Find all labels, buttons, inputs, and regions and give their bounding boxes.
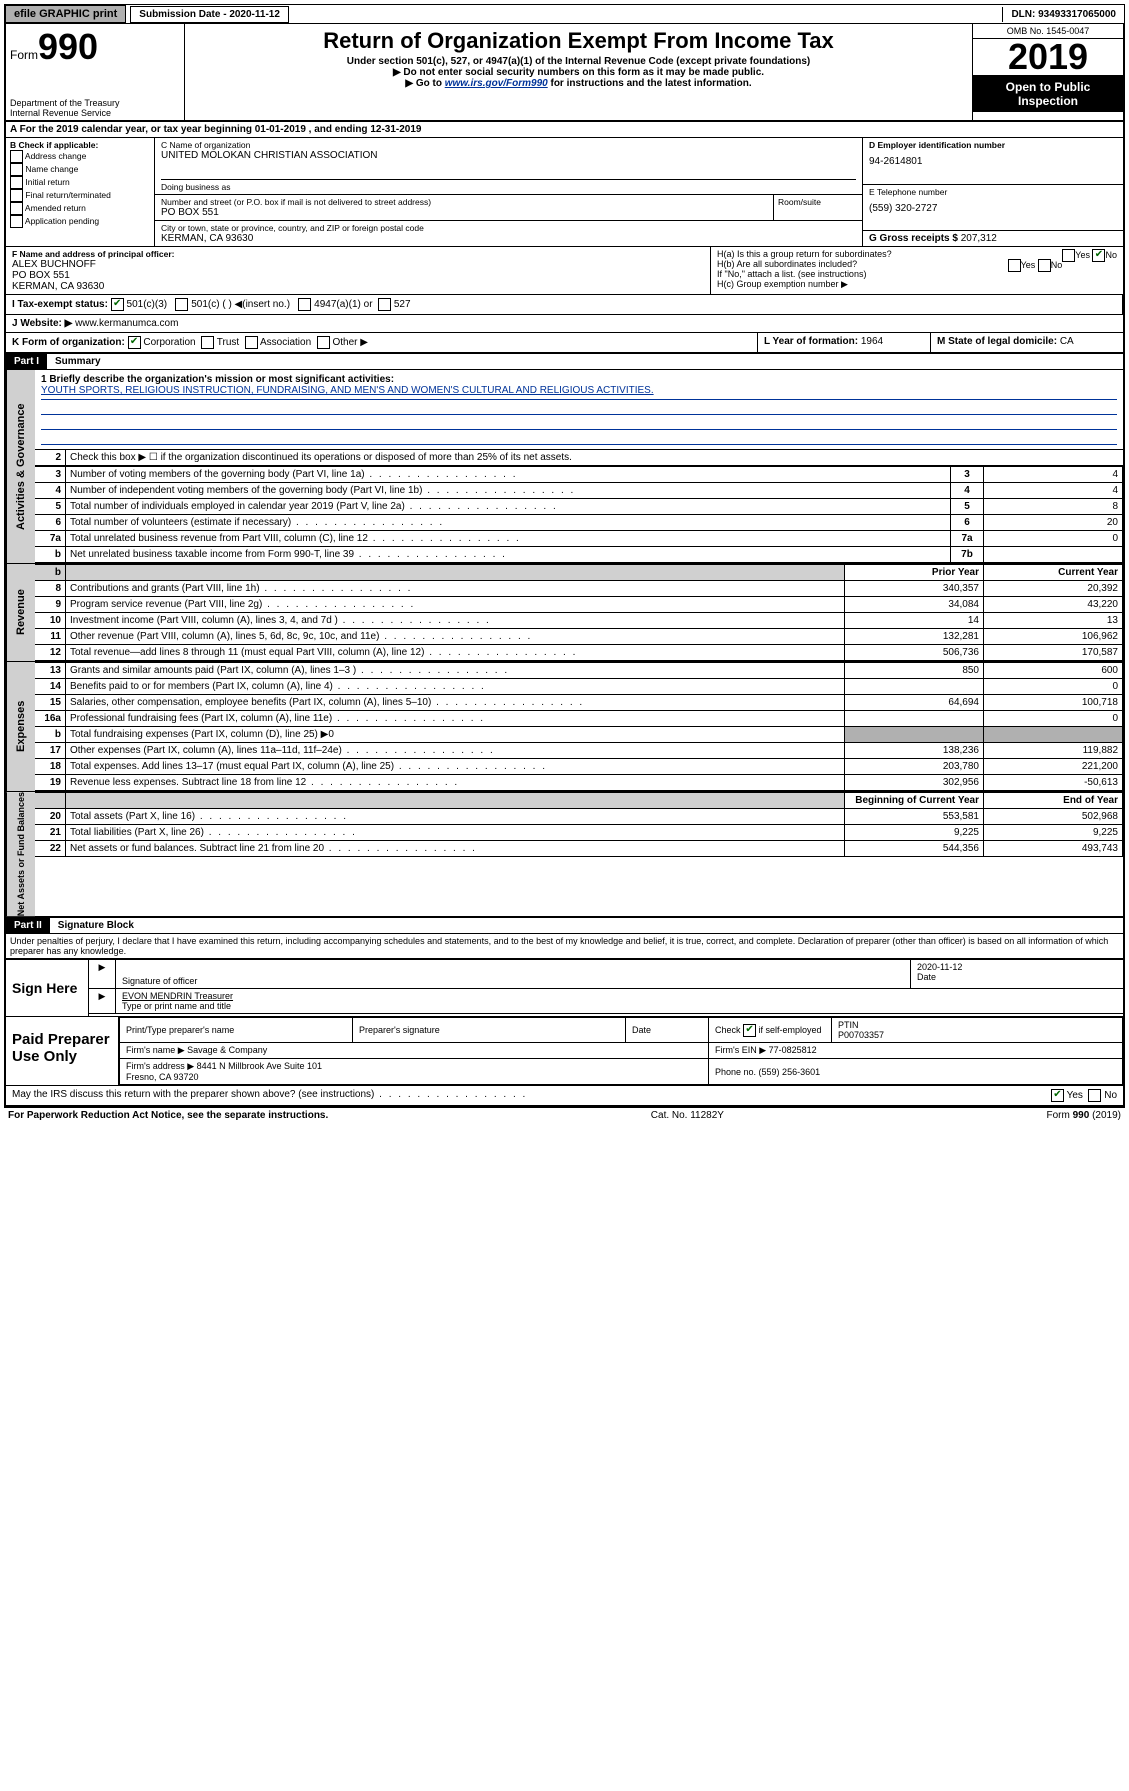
page-footer: For Paperwork Reduction Act Notice, see … bbox=[4, 1107, 1125, 1123]
officer-city: KERMAN, CA 93630 bbox=[12, 281, 704, 292]
print-name-label: Type or print name and title bbox=[122, 1001, 1117, 1011]
expenses-table: 13Grants and similar amounts paid (Part … bbox=[35, 662, 1123, 791]
sig-date-label: Date bbox=[917, 972, 1117, 982]
side-governance: Activities & Governance bbox=[6, 370, 35, 563]
revenue-table: b Prior Year Current Year 8Contributions… bbox=[35, 564, 1123, 661]
org-city: KERMAN, CA 93630 bbox=[161, 233, 856, 244]
tel-label: E Telephone number bbox=[869, 187, 1117, 197]
officer-print-name: EVON MENDRIN Treasurer bbox=[122, 991, 1117, 1001]
top-bar: efile GRAPHIC print Submission Date - 20… bbox=[4, 4, 1125, 24]
org-name: UNITED MOLOKAN CHRISTIAN ASSOCIATION bbox=[161, 150, 856, 161]
part1-header: Part I Summary bbox=[6, 354, 1123, 370]
subtitle-2: ▶ Do not enter social security numbers o… bbox=[191, 67, 966, 78]
tax-year: 2019 bbox=[973, 39, 1123, 76]
501c3-checkbox[interactable] bbox=[111, 298, 124, 311]
org-address: PO BOX 551 bbox=[161, 207, 767, 218]
final-return-checkbox[interactable] bbox=[10, 189, 23, 202]
part2-header: Part II Signature Block bbox=[6, 916, 1123, 934]
firm-ein: 77-0825812 bbox=[769, 1045, 817, 1055]
side-expenses: Expenses bbox=[6, 662, 35, 791]
subtitle-1: Under section 501(c), 527, or 4947(a)(1)… bbox=[191, 56, 966, 67]
org-name-label: C Name of organization bbox=[161, 140, 856, 150]
officer-label: F Name and address of principal officer: bbox=[12, 249, 704, 259]
h-b: H(b) Are all subordinates included? Yes … bbox=[717, 259, 1117, 269]
name-change-checkbox[interactable] bbox=[10, 163, 23, 176]
form-title: Return of Organization Exempt From Incom… bbox=[191, 28, 966, 54]
firm-name: Savage & Company bbox=[187, 1045, 267, 1055]
arrow-icon: ▶ bbox=[89, 989, 116, 1013]
firm-phone: (559) 256-3601 bbox=[759, 1067, 821, 1077]
year-formation: L Year of formation: 1964 bbox=[758, 333, 931, 352]
officer-name: ALEX BUCHNOFF bbox=[12, 259, 704, 270]
q1-label: 1 Briefly describe the organization's mi… bbox=[41, 374, 1117, 385]
netassets-table: Beginning of Current Year End of Year 20… bbox=[35, 792, 1123, 857]
h-a: H(a) Is this a group return for subordin… bbox=[717, 249, 1117, 259]
dba-label: Doing business as bbox=[161, 179, 856, 192]
preparer-table: Print/Type preparer's name Preparer's si… bbox=[119, 1017, 1123, 1085]
efile-button[interactable]: efile GRAPHIC print bbox=[5, 5, 126, 23]
dln: DLN: 93493317065000 bbox=[1002, 7, 1124, 22]
subtitle-3: ▶ Go to www.irs.gov/Form990 for instruct… bbox=[191, 78, 966, 89]
arrow-icon: ▶ bbox=[89, 960, 116, 988]
website-link[interactable]: www.kermanumca.com bbox=[75, 318, 178, 329]
tax-exempt-label: I Tax-exempt status: bbox=[12, 299, 108, 310]
form-footer-right: Form 990 (2019) bbox=[1047, 1110, 1121, 1121]
perjury-declaration: Under penalties of perjury, I declare th… bbox=[6, 934, 1123, 958]
submission-date: Submission Date - 2020-11-12 bbox=[130, 6, 289, 23]
tel-value: (559) 320-2727 bbox=[869, 203, 1117, 214]
discuss-no-checkbox[interactable] bbox=[1088, 1089, 1101, 1102]
mission-text: YOUTH SPORTS, RELIGIOUS INSTRUCTION, FUN… bbox=[41, 385, 1117, 400]
sign-here-label: Sign Here bbox=[6, 960, 89, 1016]
side-netassets: Net Assets or Fund Balances bbox=[6, 792, 35, 916]
open-public-badge: Open to Public Inspection bbox=[973, 76, 1123, 112]
ein-label: D Employer identification number bbox=[869, 140, 1117, 150]
sig-date: 2020-11-12 bbox=[917, 962, 1117, 972]
col-b-checkboxes: B Check if applicable: Address change Na… bbox=[6, 138, 155, 246]
self-employed-checkbox[interactable] bbox=[743, 1024, 756, 1037]
ptin-value: P00703357 bbox=[838, 1030, 1116, 1040]
city-label: City or town, state or province, country… bbox=[161, 223, 856, 233]
dept-label: Department of the Treasury Internal Reve… bbox=[10, 98, 180, 118]
discuss-row: May the IRS discuss this return with the… bbox=[6, 1085, 1123, 1105]
room-label: Room/suite bbox=[773, 195, 862, 220]
form-number: Form990 bbox=[10, 26, 180, 68]
officer-addr: PO BOX 551 bbox=[12, 270, 704, 281]
side-revenue: Revenue bbox=[6, 564, 35, 661]
row-a: A For the 2019 calendar year, or tax yea… bbox=[6, 122, 1123, 138]
h-c: H(c) Group exemption number ▶ bbox=[717, 279, 1117, 290]
website-row: J Website: ▶ www.kermanumca.com bbox=[6, 315, 1123, 332]
gross-receipts: G Gross receipts $ 207,312 bbox=[863, 231, 1123, 246]
irs-link[interactable]: www.irs.gov/Form990 bbox=[445, 78, 548, 89]
discuss-yes-checkbox[interactable] bbox=[1051, 1089, 1064, 1102]
state-domicile: M State of legal domicile: CA bbox=[931, 333, 1123, 352]
addr-label: Number and street (or P.O. box if mail i… bbox=[161, 197, 767, 207]
application-pending-checkbox[interactable] bbox=[10, 215, 23, 228]
amended-return-checkbox[interactable] bbox=[10, 202, 23, 215]
form-header: Form990 Department of the Treasury Inter… bbox=[6, 24, 1123, 122]
ein-value: 94-2614801 bbox=[869, 156, 1117, 167]
address-change-checkbox[interactable] bbox=[10, 150, 23, 163]
initial-return-checkbox[interactable] bbox=[10, 176, 23, 189]
form-of-org: K Form of organization: Corporation Trus… bbox=[6, 333, 758, 352]
paid-preparer-label: Paid Preparer Use Only bbox=[6, 1017, 119, 1085]
governance-table: 2Check this box ▶ ☐ if the organization … bbox=[35, 449, 1123, 466]
sig-officer-label: Signature of officer bbox=[122, 976, 904, 986]
